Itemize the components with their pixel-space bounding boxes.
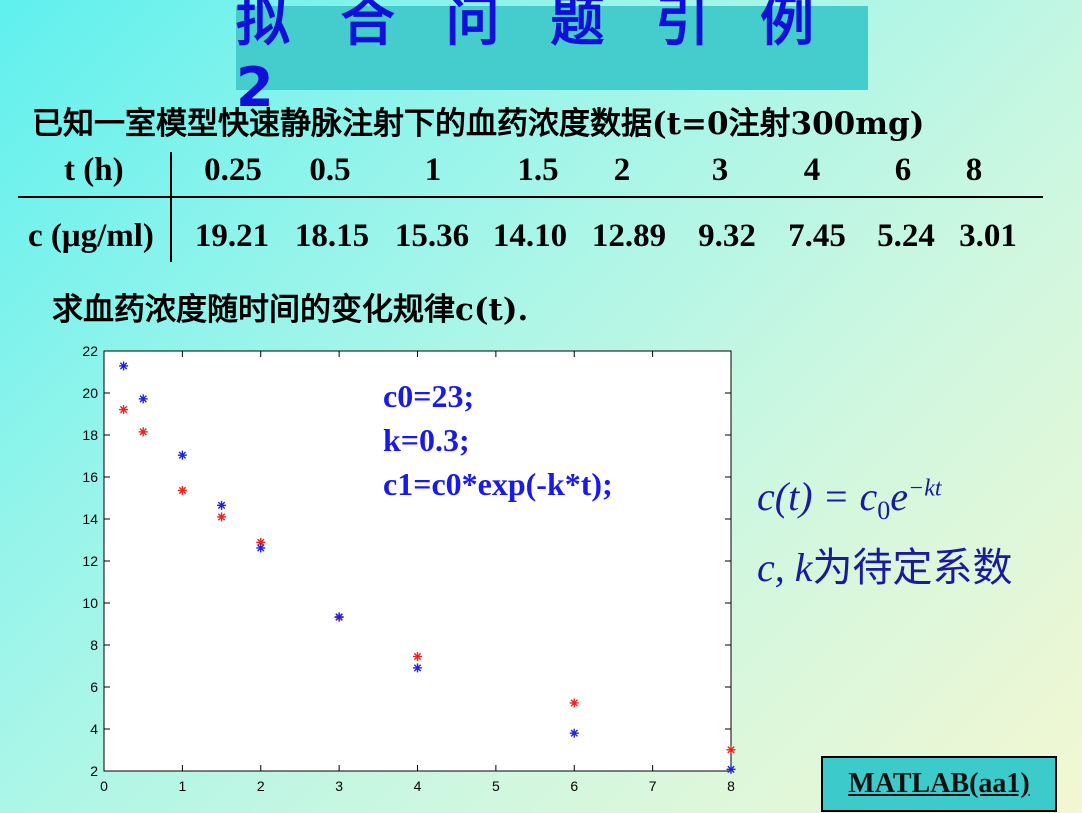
- table-cell-c: 7.45: [788, 218, 846, 254]
- data-point-blue: [334, 612, 344, 622]
- y-tick-label: 2: [90, 763, 98, 779]
- data-point-blue: [256, 543, 266, 553]
- model-formula: c(t) = c0e−kt: [757, 473, 942, 526]
- table-divider-vertical: [170, 152, 172, 262]
- data-point-blue: [177, 450, 187, 460]
- data-point-red: [217, 512, 227, 522]
- y-tick-label: 8: [90, 637, 98, 653]
- x-tick-label: 7: [649, 778, 657, 794]
- table-row-c: c (μg/ml) 19.21 18.15 15.36 14.10 12.89 9.32 7…: [0, 218, 1082, 268]
- data-point-blue: [569, 728, 579, 738]
- y-tick-label: 4: [90, 721, 98, 737]
- table-cell-c: 19.21: [194, 218, 270, 254]
- question-text: 求血药浓度随时间的变化规律c(t).: [52, 292, 529, 328]
- data-point-red: [569, 698, 579, 708]
- code-line-1: c0=23;: [383, 378, 475, 414]
- y-tick-label: 6: [90, 679, 98, 695]
- table-cell-t: 3: [711, 152, 729, 188]
- matlab-link-button[interactable]: MATLAB(aa1): [821, 756, 1057, 812]
- data-point-red: [119, 405, 129, 415]
- data-point-blue: [726, 764, 736, 774]
- title-banner: 拟 合 问 题 引 例 2: [236, 0, 868, 119]
- data-point-red: [726, 745, 736, 755]
- x-tick-label: 5: [492, 778, 500, 794]
- code-line-3: c1=c0*exp(-k*t);: [383, 466, 613, 502]
- table-cell-t: 0.25: [204, 152, 262, 188]
- formula-subscript: 0: [877, 496, 891, 525]
- x-tick-label: 6: [570, 778, 578, 794]
- x-tick-label: 3: [335, 778, 343, 794]
- data-point-blue: [119, 361, 129, 371]
- table-cell-t: 0.5: [309, 152, 351, 188]
- plot-area: [104, 351, 731, 771]
- code-line-2: k=0.3;: [383, 422, 470, 458]
- table-cell-c: 18.15: [294, 218, 370, 254]
- matlab-link-label[interactable]: MATLAB(aa1): [848, 768, 1030, 799]
- table-header-t: t (h): [64, 152, 124, 188]
- data-point-red: [413, 652, 422, 662]
- formula-note-vars: c, k: [757, 545, 813, 590]
- data-point-red: [138, 427, 148, 437]
- formula-note-text: 为待定系数: [812, 545, 1013, 591]
- x-tick-label: 8: [727, 778, 735, 794]
- y-tick-label: 16: [82, 469, 98, 485]
- table-header-c: c (μg/ml): [28, 218, 154, 254]
- intro-text: 已知一室模型快速静脉注射下的血药浓度数据(t=0注射300mg): [32, 106, 925, 142]
- table-cell-t: 1.5: [517, 152, 559, 188]
- formula-main: c(t) = c: [757, 474, 878, 519]
- table-cell-c: 15.36: [394, 218, 470, 254]
- y-tick-label: 12: [82, 553, 98, 569]
- table-cell-c: 9.32: [698, 218, 756, 254]
- formula-note: c, k为待定系数: [757, 535, 1013, 593]
- data-point-blue: [217, 500, 227, 510]
- x-tick-label: 1: [178, 778, 186, 794]
- table-row-t: t (h) 0.25 0.5 1 1.5 2 3 4 6 8: [0, 152, 1082, 202]
- table-cell-c: 14.10: [492, 218, 568, 254]
- formula-exponent: −kt: [908, 475, 942, 502]
- table-cell-c: 3.01: [959, 218, 1017, 254]
- x-tick-label: 4: [414, 778, 422, 794]
- formula-base: e: [890, 474, 909, 519]
- data-point-blue: [413, 663, 422, 673]
- y-tick-label: 22: [82, 343, 98, 359]
- table-divider-horizontal: [18, 196, 1043, 198]
- y-tick-label: 18: [82, 427, 98, 443]
- table-cell-t: 2: [613, 152, 631, 188]
- table-cell-t: 1: [424, 152, 442, 188]
- slide-title: 拟 合 问 题 引 例 2: [236, 0, 830, 119]
- data-point-red: [177, 485, 187, 495]
- y-tick-label: 20: [82, 385, 98, 401]
- table-cell-t: 6: [894, 152, 912, 188]
- y-tick-label: 14: [82, 511, 98, 527]
- data-point-blue: [138, 394, 148, 404]
- x-tick-label: 0: [100, 778, 108, 794]
- y-tick-label: 10: [82, 595, 98, 611]
- table-cell-c: 5.24: [877, 218, 935, 254]
- x-tick-label: 2: [257, 778, 265, 794]
- table-cell-c: 12.89: [591, 218, 667, 254]
- table-cell-t: 8: [965, 152, 983, 188]
- table-cell-t: 4: [803, 152, 821, 188]
